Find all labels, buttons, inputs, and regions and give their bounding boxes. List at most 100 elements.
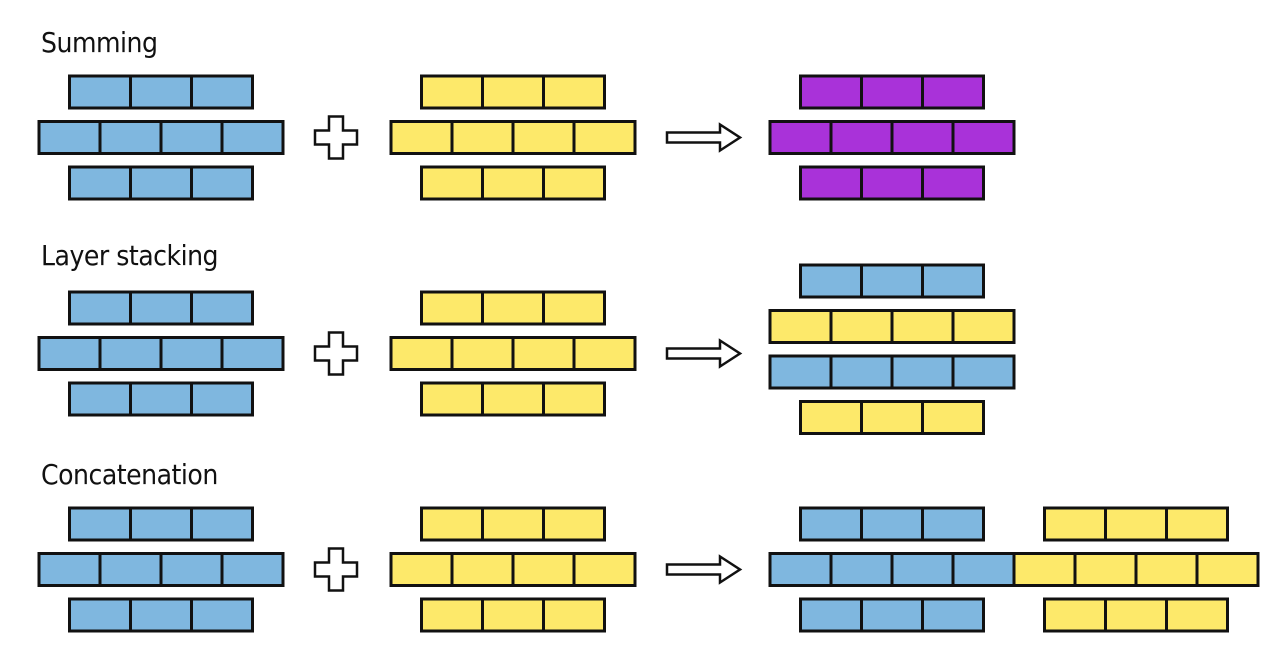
tensor-row <box>420 381 606 417</box>
tensor-row <box>420 506 606 542</box>
blue-cell <box>129 74 193 110</box>
tensor-row <box>420 74 606 110</box>
yellow-cell <box>420 597 484 633</box>
yellow-cell <box>481 74 545 110</box>
section-summing <box>37 74 1016 201</box>
blue-cell <box>890 354 955 390</box>
yellow-cell <box>1165 597 1229 633</box>
purple-cell <box>890 120 955 155</box>
blue-cell <box>190 381 254 417</box>
section-layer-stacking <box>37 263 1016 435</box>
yellow-cell <box>511 552 576 587</box>
yellow-cell <box>450 336 515 371</box>
yellow-cell <box>542 506 606 542</box>
blue-cell <box>890 552 955 587</box>
yellow-cell <box>542 165 606 201</box>
tensor-row <box>68 381 254 417</box>
yellow-cell <box>1195 552 1260 587</box>
blue-cell <box>220 120 285 155</box>
tensor-row <box>68 165 254 201</box>
purple-cell <box>860 165 924 201</box>
result-row <box>768 354 1016 390</box>
tensor-row <box>68 506 254 542</box>
yellow-cell <box>1104 597 1168 633</box>
blue-cell <box>799 263 863 299</box>
tensor-row <box>389 552 637 587</box>
blue-cell <box>190 597 254 633</box>
section-concatenation <box>37 506 1260 633</box>
blue-cell <box>129 381 193 417</box>
plus-icon <box>313 547 359 592</box>
yellow-cell <box>572 552 637 587</box>
result-row <box>799 74 985 110</box>
yellow-cell <box>481 290 545 326</box>
yellow-cell <box>420 506 484 542</box>
yellow-cell <box>389 552 454 587</box>
blue-cell <box>799 597 863 633</box>
yellow-cell <box>542 290 606 326</box>
blue-cell <box>98 120 163 155</box>
blue-cell <box>37 336 102 371</box>
result-row-segment <box>799 597 985 633</box>
tensor-row <box>37 336 285 371</box>
yellow-cell <box>542 597 606 633</box>
blue-cell <box>768 552 833 587</box>
plus-icon <box>313 115 359 160</box>
purple-cell <box>829 120 894 155</box>
result-row <box>799 165 985 201</box>
yellow-input-tensor <box>389 506 637 633</box>
blue-cell <box>129 290 193 326</box>
blue-cell <box>829 354 894 390</box>
plus-icon <box>313 331 359 376</box>
result-row <box>799 400 985 435</box>
result-row <box>768 309 1016 344</box>
purple-cell <box>921 165 985 201</box>
result-row-segment <box>1012 552 1260 587</box>
blue-input-tensor <box>37 506 285 633</box>
blue-cell <box>921 506 985 542</box>
yellow-cell <box>450 552 515 587</box>
yellow-input-tensor <box>389 74 637 201</box>
blue-cell <box>98 336 163 371</box>
yellow-cell <box>921 400 985 435</box>
blue-input-tensor <box>37 290 285 417</box>
tensor-row <box>420 290 606 326</box>
yellow-cell <box>389 336 454 371</box>
blue-cell <box>68 290 132 326</box>
purple-cell <box>799 74 863 110</box>
blue-cell <box>951 354 1016 390</box>
blue-cell <box>129 597 193 633</box>
result-tensor-stack <box>768 263 1016 435</box>
yellow-input-tensor <box>389 290 637 417</box>
tensor-row <box>420 597 606 633</box>
result-row-segment <box>1043 597 1229 633</box>
blue-cell <box>190 506 254 542</box>
yellow-cell <box>542 381 606 417</box>
blue-cell <box>159 552 224 587</box>
blue-cell <box>921 263 985 299</box>
yellow-cell <box>1012 552 1077 587</box>
yellow-cell <box>829 309 894 344</box>
blue-input-tensor <box>37 74 285 201</box>
result-row <box>799 263 985 299</box>
tensor-row <box>420 165 606 201</box>
yellow-cell <box>389 120 454 155</box>
blue-cell <box>190 165 254 201</box>
blue-cell <box>159 336 224 371</box>
blue-cell <box>68 381 132 417</box>
yellow-cell <box>481 165 545 201</box>
blue-cell <box>190 74 254 110</box>
yellow-cell <box>768 309 833 344</box>
blue-cell <box>129 506 193 542</box>
blue-cell <box>951 552 1016 587</box>
blue-cell <box>921 597 985 633</box>
blue-cell <box>37 120 102 155</box>
result-row-segment <box>799 506 985 542</box>
blue-cell <box>860 506 924 542</box>
yellow-cell <box>1073 552 1138 587</box>
blue-cell <box>68 165 132 201</box>
result-row <box>768 120 1016 155</box>
blue-cell <box>129 165 193 201</box>
